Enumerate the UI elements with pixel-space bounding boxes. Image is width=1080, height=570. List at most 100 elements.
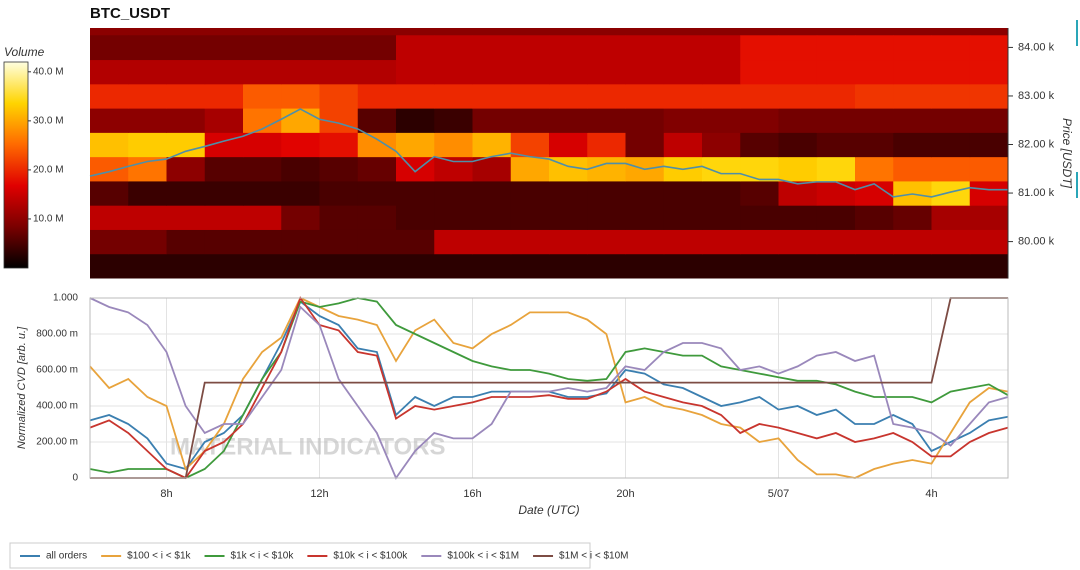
heatmap-cell xyxy=(587,59,626,85)
x-tick-label: 5/07 xyxy=(768,488,789,500)
heatmap-cell xyxy=(778,132,818,158)
y-tick-label: 600.00 m xyxy=(36,365,78,376)
heatmap-cell xyxy=(510,180,550,206)
heatmap-cell xyxy=(778,35,818,61)
y-tick-label: 800.00 m xyxy=(36,329,78,340)
heatmap-cell xyxy=(434,229,473,255)
heatmap-cell xyxy=(90,180,129,206)
heatmap-cell xyxy=(472,253,512,279)
decoration xyxy=(1076,172,1078,198)
heatmap-cell xyxy=(166,35,206,61)
heatmap-cell xyxy=(587,156,626,182)
heatmap-cell xyxy=(549,253,588,279)
heatmap-cell xyxy=(90,253,129,279)
heatmap-cell xyxy=(855,132,894,158)
heatmap-cell xyxy=(357,180,397,206)
heatmap-cell xyxy=(740,180,779,206)
heatmap-cell xyxy=(166,180,206,206)
heatmap-cell xyxy=(434,180,473,206)
heatmap-cell xyxy=(434,35,473,61)
heatmap-cell xyxy=(778,205,818,230)
heatmap-cell xyxy=(587,108,626,133)
heatmap-cell xyxy=(778,253,818,279)
heatmap-cell xyxy=(816,253,856,279)
heatmap-cell xyxy=(357,59,397,85)
x-tick-label: 16h xyxy=(463,488,481,500)
heatmap-cell xyxy=(281,205,320,230)
heatmap-cell xyxy=(663,132,703,158)
heatmap-cell xyxy=(587,253,626,279)
heatmap-cell xyxy=(587,83,626,109)
heatmap-cell xyxy=(357,253,397,279)
price-line xyxy=(89,108,1008,198)
heatmap-cell xyxy=(357,108,397,133)
heatmap-cell xyxy=(434,156,473,182)
heatmap-cell xyxy=(204,59,244,85)
heatmap-cell xyxy=(969,205,1009,230)
series-line xyxy=(89,297,1009,480)
heatmap-cell xyxy=(166,205,206,230)
heatmap-cell xyxy=(204,253,244,279)
heatmap-cell xyxy=(319,229,359,255)
plot-border xyxy=(89,297,1009,479)
heatmap-cell xyxy=(396,180,435,206)
heatmap-cell xyxy=(587,205,626,230)
heatmap-cell xyxy=(434,83,473,109)
heatmap-cell xyxy=(931,132,971,158)
heatmap-cell xyxy=(816,132,856,158)
heatmap-cell xyxy=(90,35,129,61)
x-tick-label: 20h xyxy=(616,488,634,500)
heatmap-cell xyxy=(396,108,435,133)
heatmap-cell xyxy=(396,132,435,158)
heatmap-cell xyxy=(549,83,588,109)
heatmap-cell xyxy=(702,253,741,279)
heatmap-cell xyxy=(663,180,703,206)
colorbar-tick-label: 30.0 M xyxy=(33,115,64,126)
heatmap-cell xyxy=(472,59,512,85)
heatmap-cell xyxy=(396,59,435,85)
heatmap-cell xyxy=(969,253,1009,279)
heatmap-cell xyxy=(931,205,971,230)
heatmap-cell xyxy=(702,205,741,230)
heatmap-cell xyxy=(663,35,703,61)
heatmap-cell xyxy=(128,35,167,61)
heatmap-cell xyxy=(243,205,282,230)
legend-label: $1k < i < $10k xyxy=(231,551,295,562)
heatmap-cell xyxy=(893,229,932,255)
heatmap-cell xyxy=(281,59,320,85)
heatmap-cell xyxy=(625,59,665,85)
heatmap-cell xyxy=(204,108,244,133)
heatmap-cell xyxy=(663,205,703,230)
colorbar-tick-label: 20.0 M xyxy=(33,165,64,176)
x-tick-label: 8h xyxy=(160,488,172,500)
heatmap-cell xyxy=(472,229,512,255)
heatmap-cell xyxy=(625,205,665,230)
heatmap-cell xyxy=(128,253,167,279)
heatmap-cell xyxy=(357,132,397,158)
heatmap-cell xyxy=(510,59,550,85)
heatmap-cell xyxy=(204,229,244,255)
heatmap-cell xyxy=(204,83,244,109)
heatmap-cell xyxy=(625,35,665,61)
heatmap-cell xyxy=(740,132,779,158)
chart-title: BTC_USDT xyxy=(90,5,170,22)
heatmap-cell xyxy=(969,180,1009,206)
heatmap-cell xyxy=(816,35,856,61)
heatmap-cell xyxy=(702,132,741,158)
heatmap-cell xyxy=(549,108,588,133)
heatmap-cell xyxy=(663,229,703,255)
heatmap-cell xyxy=(166,59,206,85)
heatmap-cell xyxy=(778,83,818,109)
heatmap-cell xyxy=(625,229,665,255)
heatmap-cell xyxy=(243,180,282,206)
heatmap-cell xyxy=(549,205,588,230)
heatmap-cell xyxy=(778,156,818,182)
series-line xyxy=(89,297,1009,479)
heatmap-cell xyxy=(702,180,741,206)
y-tick-label: 81.00 k xyxy=(1018,187,1055,199)
heatmap-cell xyxy=(243,156,282,182)
heatmap-cell xyxy=(855,59,894,85)
heatmap-cell xyxy=(625,83,665,109)
heatmap-cell xyxy=(281,108,320,133)
